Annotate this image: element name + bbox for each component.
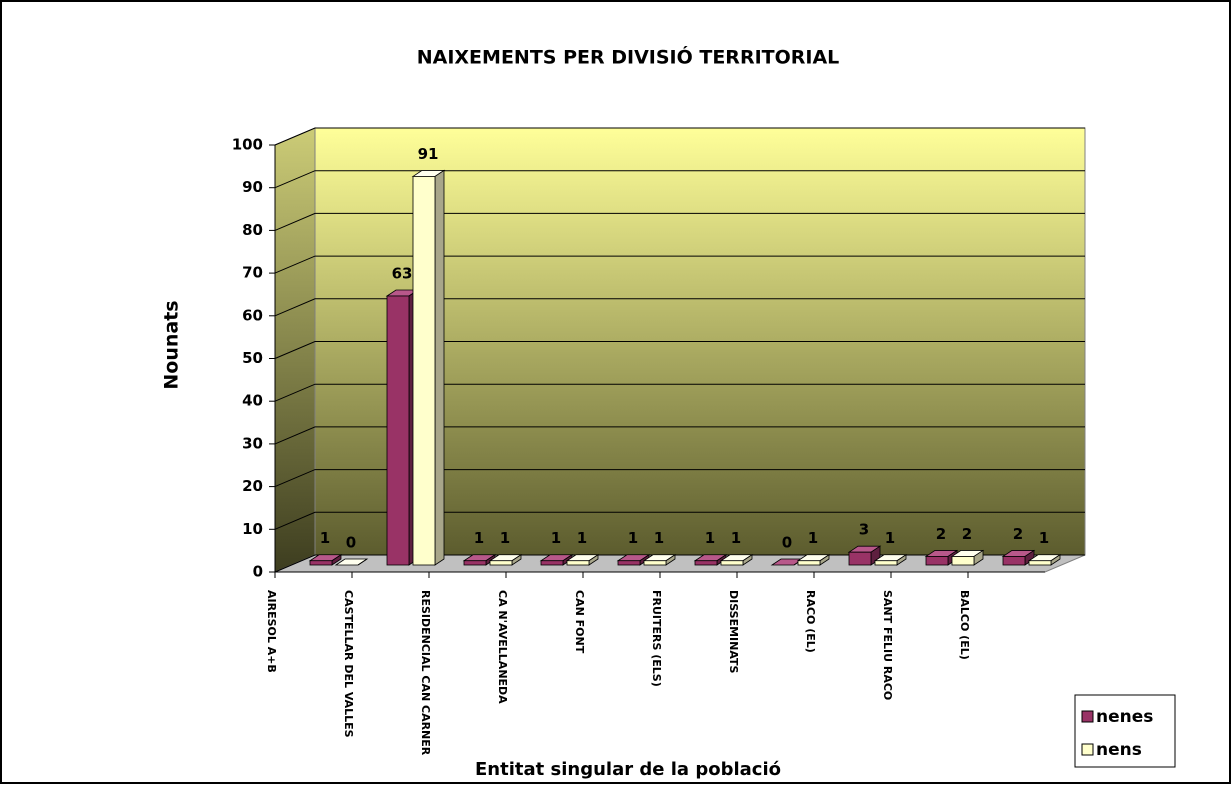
grid-line (274, 298, 1085, 317)
value-label: 1 (500, 529, 510, 547)
y-tick-label: 60 (242, 306, 263, 324)
legend-label: nenes (1096, 707, 1153, 727)
bar (874, 560, 898, 566)
bar (848, 551, 872, 566)
value-label: 91 (418, 145, 439, 163)
bar (797, 560, 821, 566)
bar (1028, 560, 1052, 566)
bar (412, 176, 436, 566)
value-label: 1 (731, 529, 741, 547)
value-label: 2 (936, 525, 946, 543)
value-label: 3 (859, 521, 869, 539)
value-label: 1 (1039, 529, 1049, 547)
x-tick-label: RESIDENCIAL CAN CARNER (419, 590, 432, 756)
value-label: 2 (1013, 525, 1023, 543)
x-tick-label: CASTELLAR DEL VALLES (342, 590, 355, 738)
value-label: 0 (346, 534, 356, 552)
y-tick-label: 90 (242, 178, 263, 196)
legend-swatch (1081, 743, 1094, 756)
grid-line (274, 426, 1085, 445)
bar (566, 560, 590, 566)
value-label: 2 (962, 525, 972, 543)
bar (925, 556, 949, 566)
grid-line (274, 170, 1085, 189)
value-label: 1 (628, 529, 638, 547)
bar (720, 560, 744, 566)
grid-line (274, 511, 1085, 530)
bar (489, 560, 513, 566)
value-label: 1 (705, 529, 715, 547)
bar (540, 560, 564, 566)
grid-line (274, 255, 1085, 274)
grid-line (274, 341, 1085, 359)
y-tick-label: 20 (242, 477, 263, 495)
bar (617, 560, 641, 566)
bar-side (357, 558, 368, 566)
x-tick-label: DISSEMINATS (727, 590, 740, 673)
grid-line (274, 383, 1085, 402)
legend-label: nens (1096, 740, 1142, 760)
y-tick-label: 70 (242, 264, 263, 282)
grid-line (274, 212, 1085, 231)
value-label: 1 (474, 529, 484, 547)
x-tick-label: CAN FONT (573, 590, 586, 654)
value-label: 1 (320, 529, 330, 547)
bar (643, 560, 667, 566)
grid-line (274, 469, 1085, 488)
value-label: 1 (885, 529, 895, 547)
y-tick-label: 10 (242, 520, 263, 538)
y-tick-label: 50 (242, 349, 263, 367)
x-tick-label: CA N'AVELLANEDA (496, 590, 509, 704)
y-tick-label: 80 (242, 221, 263, 239)
value-label: 1 (808, 529, 818, 547)
value-label: 1 (654, 529, 664, 547)
x-tick-label: SANT FELIU RACO (881, 590, 894, 700)
legend-swatch (1081, 710, 1094, 723)
x-tick-label: RACO (EL) (804, 590, 817, 653)
value-label: 1 (551, 529, 561, 547)
x-tick-label: AIRESOL A+B (265, 590, 278, 673)
x-tick-label: BALCO (EL) (958, 590, 971, 660)
bar (694, 560, 718, 566)
y-tick-label: 0 (253, 563, 263, 581)
value-label: 1 (577, 529, 587, 547)
bar (951, 556, 975, 566)
y-tick-label: 30 (242, 434, 263, 452)
value-label: 0 (782, 534, 792, 552)
grid-line (274, 127, 1085, 146)
chart-title: NAIXEMENTS PER DIVISIÓ TERRITORIAL (417, 45, 840, 69)
x-axis-title: Entitat singular de la població (475, 759, 781, 780)
bar (386, 295, 410, 566)
bar (309, 560, 333, 566)
bar-side (434, 169, 445, 566)
value-label: 63 (392, 264, 413, 282)
bar (463, 560, 487, 566)
bar (1002, 556, 1026, 566)
y-tick-label: 40 (242, 392, 263, 410)
y-axis-title: Nounats (161, 300, 183, 389)
x-tick-label: FRUITERS (ELS) (650, 590, 663, 687)
y-tick-label: 100 (232, 136, 263, 154)
